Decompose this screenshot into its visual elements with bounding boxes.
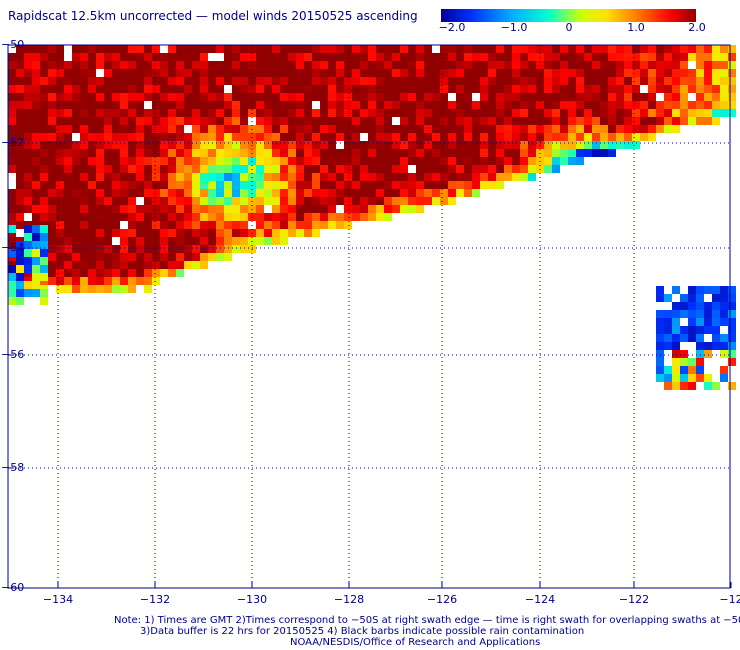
longitude-label: −12	[719, 593, 740, 606]
plot-frame	[7, 44, 731, 589]
longitude-label: −132	[140, 593, 170, 606]
wind-difference-field	[8, 45, 736, 390]
axis-ticks: −134 −132 −130 −128 −126 −124 −122 −12 −50 −52 −54…	[1, 38, 740, 606]
longitude-label: −122	[619, 593, 649, 606]
longitude-label: −128	[334, 593, 364, 606]
colorbar-tick: −1.0	[500, 21, 528, 34]
map-title: Rapidscat 12.5km uncorrected — model win…	[8, 9, 418, 23]
latitude-label: −54	[1, 241, 24, 254]
latitude-label: −58	[1, 461, 24, 474]
note-line-1: Note: 1) Times are GMT 2)Times correspon…	[114, 615, 740, 626]
colorbar	[441, 9, 696, 22]
longitude-label: −126	[427, 593, 457, 606]
longitude-label: −124	[525, 593, 555, 606]
latitude-label: −60	[1, 581, 24, 594]
note-line-2: 3)Data buffer is 22 hrs for 20150525 4) …	[140, 626, 585, 637]
latitude-label: −56	[1, 348, 24, 361]
colorbar-tick: −2.0	[438, 21, 466, 34]
latitude-label: −52	[1, 136, 24, 149]
longitude-label: −134	[43, 593, 73, 606]
colorbar-tick: 0	[565, 21, 573, 34]
lat-lon-grid	[8, 45, 730, 588]
longitude-label: −130	[237, 593, 267, 606]
latitude-label: −50	[1, 38, 24, 51]
colorbar-tick: 1.0	[627, 21, 645, 34]
note-line-3: NOAA/NESDIS/Office of Research and Appli…	[290, 637, 541, 648]
colorbar-tick: 2.0	[688, 21, 706, 34]
